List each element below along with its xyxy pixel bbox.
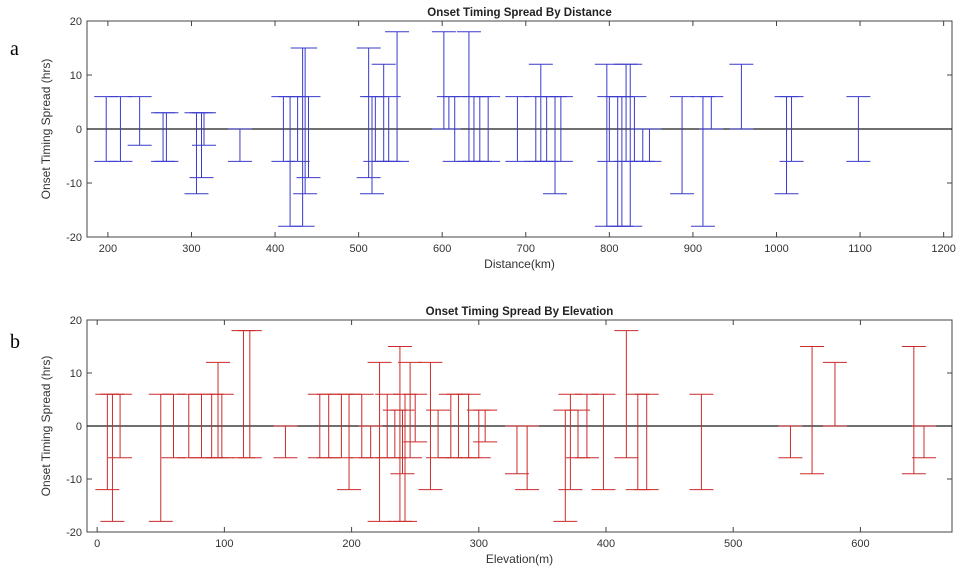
error-bar (184, 112, 209, 195)
x-tick-label: 900 (684, 243, 702, 255)
error-bar (95, 393, 120, 491)
x-tick-label: 600 (433, 243, 451, 255)
y-axis-label: Onset Timing Spread (hrs) (39, 59, 53, 200)
error-bar (473, 409, 498, 443)
error-bar (476, 96, 501, 162)
y-tick-label: -20 (66, 232, 82, 244)
y-tick-label: 20 (70, 315, 82, 327)
error-bar (127, 96, 152, 146)
error-bar (209, 393, 234, 459)
x-tick-label: 200 (99, 243, 117, 255)
error-bar (237, 330, 262, 459)
chart-title: Onset Timing Spread By Distance (427, 7, 611, 19)
error-bar (426, 409, 451, 459)
panel-letter: b (10, 331, 20, 353)
x-tick-label: 1100 (848, 243, 872, 255)
error-bar (591, 393, 616, 491)
x-tick-label: 700 (517, 243, 535, 255)
y-tick-label: 0 (76, 124, 82, 136)
error-bar (192, 112, 217, 146)
error-bar (387, 346, 412, 522)
error-bar (618, 63, 643, 227)
chart-panel-b: b Onset Timing Spread By Elevation -20 -10 0… (10, 306, 953, 566)
x-tick-label: 500 (724, 538, 742, 550)
error-bar (154, 112, 179, 162)
x-tick-label: 400 (266, 243, 284, 255)
error-bar (385, 31, 410, 162)
error-bar (515, 425, 540, 491)
error-bar (337, 393, 362, 491)
chart-panel-a: a Onset Timing Spread By Distance -20 -10 0 1… (10, 7, 956, 271)
x-tick-label: 500 (349, 243, 367, 255)
x-tick-label: 1200 (931, 243, 955, 255)
error-bar (699, 96, 724, 130)
error-bar (382, 409, 407, 459)
y-tick-label: -20 (66, 527, 82, 539)
error-bar (846, 96, 871, 162)
error-bar (548, 96, 573, 162)
error-bar (625, 393, 650, 491)
error-bar (356, 47, 381, 179)
y-tick-label: 20 (70, 16, 82, 28)
error-bar (558, 393, 583, 491)
error-bar (466, 409, 491, 459)
error-bar (418, 361, 443, 491)
error-bar (403, 393, 428, 443)
error-bar (774, 96, 799, 195)
x-tick-label: 800 (600, 243, 618, 255)
error-bar (912, 425, 937, 459)
x-tick-label: 200 (342, 538, 360, 550)
error-bar (290, 47, 315, 227)
x-tick-label: 300 (470, 538, 488, 550)
x-tick-label: 300 (182, 243, 200, 255)
error-bar (431, 31, 456, 130)
error-bar (206, 361, 231, 459)
error-bar (367, 361, 392, 522)
x-axis-label: Distance(km) (484, 257, 555, 271)
error-bar (231, 330, 256, 459)
error-bar (594, 63, 619, 227)
error-bar (504, 425, 529, 475)
y-tick-label: -10 (66, 178, 82, 190)
error-bar (729, 63, 754, 130)
y-tick-label: 10 (70, 368, 82, 380)
error-bar (108, 393, 133, 459)
error-bar (800, 346, 825, 475)
x-tick-label: 0 (94, 538, 100, 550)
error-bar (273, 425, 298, 459)
error-bar (528, 63, 553, 162)
error-bar (822, 361, 847, 427)
error-bar (436, 96, 461, 130)
y-tick-label: 0 (76, 421, 82, 433)
error-bar (637, 128, 662, 162)
error-bar (358, 425, 383, 459)
error-bar (293, 47, 318, 195)
error-bar (151, 112, 176, 162)
x-tick-label: 1000 (764, 243, 788, 255)
error-bar (227, 128, 252, 162)
error-bar (670, 96, 695, 195)
y-axis-label: Onset Timing Spread (hrs) (39, 356, 53, 497)
y-tick-label: 10 (70, 70, 82, 82)
error-bar (296, 96, 321, 179)
error-bar (901, 346, 926, 475)
error-bar (634, 393, 659, 491)
x-axis-label: Elevation(m) (486, 552, 553, 566)
error-bar (359, 96, 384, 195)
y-tick-label: -10 (66, 474, 82, 486)
error-bar (689, 393, 714, 491)
chart-title: Onset Timing Spread By Elevation (426, 306, 614, 318)
panel-letter: a (10, 38, 19, 60)
x-tick-label: 600 (851, 538, 869, 550)
x-tick-label: 100 (215, 538, 233, 550)
error-bar (778, 425, 803, 459)
x-tick-label: 400 (597, 538, 615, 550)
error-bar (553, 409, 578, 522)
error-bar (779, 96, 804, 162)
error-bar (566, 409, 591, 459)
